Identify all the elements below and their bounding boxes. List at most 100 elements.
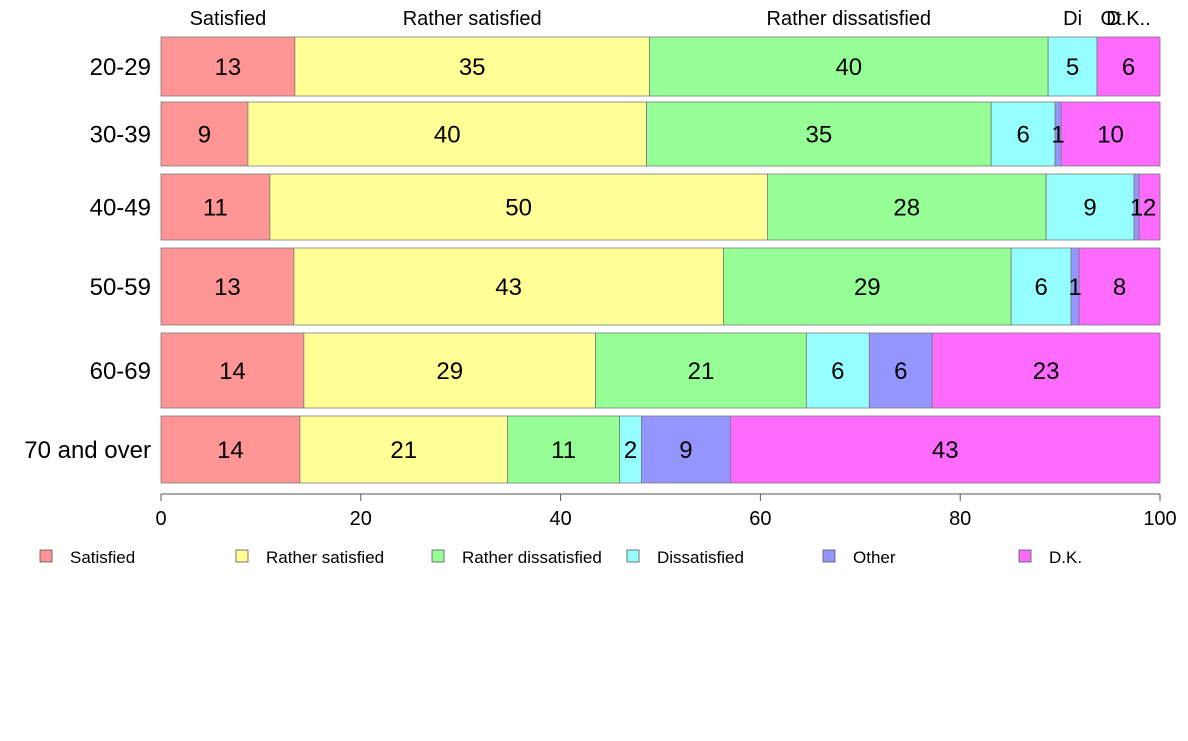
bar-70-and-over-other [641, 415, 731, 484]
legend-swatch-rather-dissatisfied [431, 549, 445, 563]
top-label-d-k: D.K.. [1106, 8, 1150, 30]
data-label-30-39-satisfied: 9 [198, 122, 211, 149]
bar-50-59-d-k [1078, 247, 1161, 326]
data-label-40-49-dissatisfied: 9 [1083, 195, 1096, 222]
category-label-30-39: 30-39 [90, 122, 151, 149]
bar-60-69-satisfied [160, 332, 305, 409]
data-label-50-59-rather-satisfied: 43 [495, 274, 522, 301]
bar-60-69-d-k [931, 332, 1161, 409]
x-tick-label-60: 60 [749, 508, 771, 530]
data-label-60-69-other: 6 [894, 358, 907, 385]
data-label-20-29-dissatisfied: 5 [1066, 54, 1079, 81]
data-label-50-59-satisfied: 13 [214, 274, 241, 301]
bar-20-29-satisfied [160, 36, 296, 97]
data-label-60-69-rather-satisfied: 29 [436, 358, 463, 385]
data-label-20-29-rather-dissatisfied: 40 [835, 54, 862, 81]
data-label-50-59-dissatisfied: 6 [1034, 274, 1047, 301]
data-label-50-59-rather-dissatisfied: 29 [854, 274, 881, 301]
legend-swatch-dissatisfied [626, 549, 640, 563]
legend-label-rather-satisfied: Rather satisfied [266, 548, 384, 567]
data-label-50-59-d-k: 8 [1113, 274, 1126, 301]
bar-60-69-rather-dissatisfied [595, 332, 807, 409]
legend-label-other: Other [853, 548, 896, 567]
data-label-70-and-over-dissatisfied: 2 [624, 437, 637, 464]
bar-60-69-other [868, 332, 933, 409]
bar-30-39-rather-satisfied [247, 101, 647, 167]
bars-group [160, 36, 1161, 484]
top-label-satisfied: Satisfied [190, 8, 267, 30]
legend-label-dissatisfied: Dissatisfied [657, 548, 744, 567]
data-label-30-39-rather-dissatisfied: 35 [805, 122, 832, 149]
top-label-other: Ot [1101, 8, 1123, 30]
x-tick-label-80: 80 [949, 508, 971, 530]
data-label-40-49-d-k: 2 [1143, 195, 1156, 222]
data-label-70-and-over-rather-dissatisfied: 11 [551, 437, 576, 464]
category-label-50-59: 50-59 [90, 274, 151, 301]
category-label-20-29: 20-29 [90, 54, 151, 81]
bar-40-49-rather-dissatisfied [766, 173, 1047, 241]
top-label-dissatisfied: Di [1063, 8, 1082, 30]
bar-70-and-over-satisfied [160, 415, 301, 484]
data-label-60-69-d-k: 23 [1033, 358, 1060, 385]
legend-swatch-d-k [1018, 549, 1032, 563]
top-label-rather-satisfied: Rather satisfied [403, 8, 542, 30]
data-label-30-39-rather-satisfied: 40 [434, 122, 461, 149]
x-axis: 0 20 40 60 80 100 [155, 493, 1177, 530]
bar-50-59-satisfied [160, 247, 295, 326]
data-label-30-39-dissatisfied: 6 [1016, 122, 1029, 149]
data-label-40-49-other: 1 [1130, 195, 1143, 222]
bar-20-29-rather-dissatisfied [649, 36, 1049, 97]
data-label-70-and-over-satisfied: 14 [217, 437, 244, 464]
bar-50-59-rather-dissatisfied [723, 247, 1012, 326]
x-tick-label-0: 0 [155, 508, 166, 530]
legend: Satisfied Rather satisfied Rather dissatis… [39, 548, 1082, 567]
bar-20-29-rather-satisfied [294, 36, 650, 97]
bar-40-49-satisfied [160, 173, 271, 241]
bar-50-59-rather-satisfied [293, 247, 724, 326]
category-label-60-69: 60-69 [90, 358, 151, 385]
x-tick-label-100: 100 [1143, 508, 1176, 530]
legend-swatch-satisfied [39, 549, 53, 563]
data-label-60-69-dissatisfied: 6 [831, 358, 844, 385]
data-label-20-29-rather-satisfied: 35 [459, 54, 486, 81]
bar-40-49-d-k [1138, 173, 1161, 241]
bar-30-39-dissatisfied [990, 101, 1056, 167]
x-tick-label-20: 20 [350, 508, 372, 530]
data-label-70-and-over-d-k: 43 [932, 437, 959, 464]
x-tick-label-40: 40 [549, 508, 571, 530]
data-label-70-and-over-rather-satisfied: 21 [390, 437, 417, 464]
data-label-50-59-other: 1 [1068, 274, 1081, 301]
data-label-40-49-rather-satisfied: 50 [505, 195, 532, 222]
bar-40-49-dissatisfied [1045, 173, 1135, 241]
legend-swatch-other [822, 549, 836, 563]
data-label-60-69-satisfied: 14 [219, 358, 246, 385]
bar-30-39-satisfied [160, 101, 249, 167]
data-label-40-49-rather-dissatisfied: 28 [893, 195, 920, 222]
data-label-30-39-other: 1 [1051, 122, 1064, 149]
data-label-20-29-satisfied: 13 [215, 54, 242, 81]
data-label-20-29-d-k: 6 [1122, 54, 1135, 81]
bar-60-69-rather-satisfied [303, 332, 596, 409]
data-label-60-69-rather-dissatisfied: 21 [688, 358, 715, 385]
bar-40-49-rather-satisfied [269, 173, 768, 241]
legend-label-satisfied: Satisfied [70, 548, 135, 567]
bar-20-29-dissatisfied [1047, 36, 1098, 97]
top-label-rather-dissatisfied: Rather dissatisfied [767, 8, 932, 30]
data-label-70-and-over-other: 9 [679, 437, 692, 464]
bar-20-29-d-k [1096, 36, 1161, 97]
category-label-70-and-over: 70 and over [24, 437, 151, 464]
legend-label-rather-dissatisfied: Rather dissatisfied [462, 548, 602, 567]
legend-swatch-rather-satisfied [235, 549, 249, 563]
bar-70-and-over-rather-satisfied [299, 415, 509, 484]
bar-70-and-over-d-k [730, 415, 1161, 484]
bar-30-39-rather-dissatisfied [646, 101, 992, 167]
data-label-40-49-satisfied: 11 [203, 195, 228, 222]
category-label-40-49: 40-49 [90, 195, 151, 222]
top-labels-group: Satisfied Rather satisfied Rather dissatis… [190, 8, 1151, 30]
legend-label-d-k: D.K. [1049, 548, 1082, 567]
bar-30-39-d-k [1060, 101, 1161, 167]
data-label-30-39-d-k: 10 [1097, 122, 1124, 149]
